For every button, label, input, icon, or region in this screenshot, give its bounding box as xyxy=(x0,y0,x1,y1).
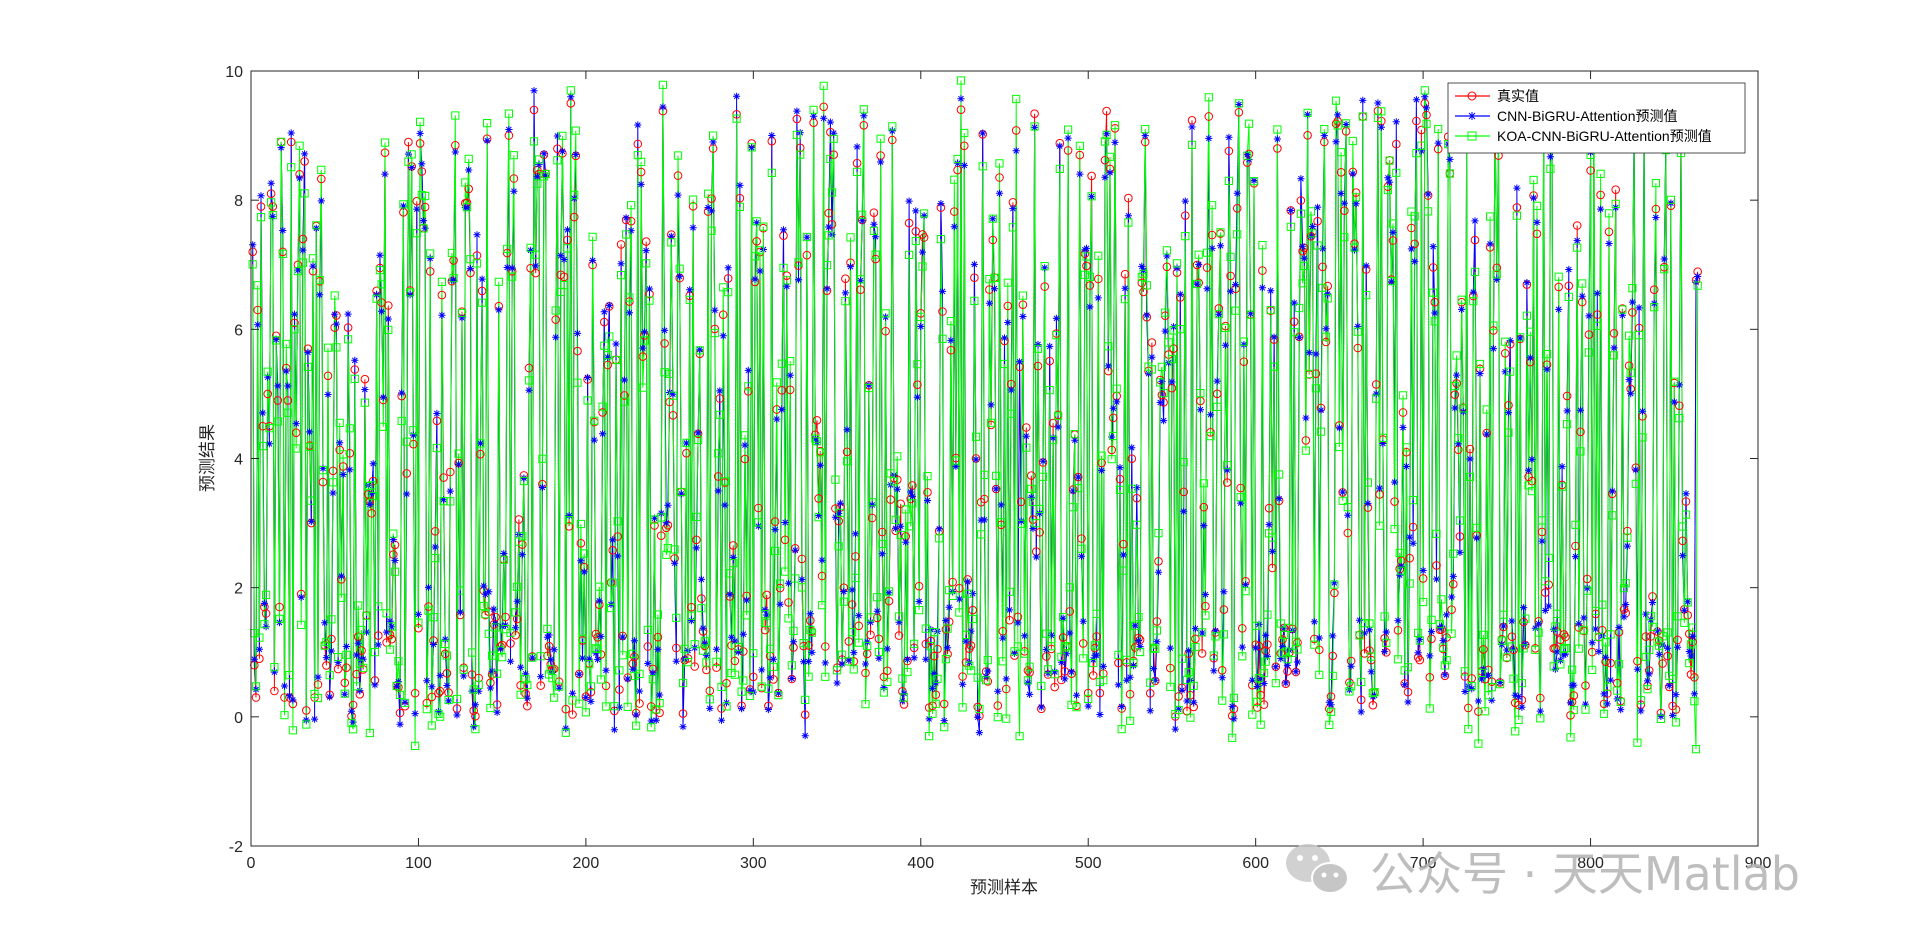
legend-item-2: KOA-CNN-BiGRU-Attention预测值 xyxy=(1455,128,1712,144)
legend-item-1: CNN-BiGRU-Attention预测值 xyxy=(1455,108,1677,124)
plot-markers xyxy=(248,76,1703,754)
axis-ticks xyxy=(250,70,1759,847)
y-tick-label: 2 xyxy=(234,581,243,598)
wechat-icon xyxy=(1286,844,1349,894)
legend-item-0: 真实值 xyxy=(1455,88,1539,104)
series-markers-2 xyxy=(248,76,1702,754)
legend-box xyxy=(1447,82,1746,154)
y-tick-label: 4 xyxy=(234,452,243,469)
x-tick-label: 100 xyxy=(405,855,432,872)
x-axis-label: 预测样本 xyxy=(970,878,1038,898)
x-tick-label: 300 xyxy=(740,855,767,872)
legend-square-marker xyxy=(1467,131,1477,141)
x-tick-label: 500 xyxy=(1075,855,1102,872)
x-tick-label: 200 xyxy=(573,855,600,872)
y-tick-label: 10 xyxy=(225,64,243,81)
y-axis-label: 预测结果 xyxy=(198,424,218,492)
x-tick-label: 800 xyxy=(1577,855,1604,872)
watermark-text: 公众号 · 天天Matlab xyxy=(1370,847,1800,901)
legend-asterisk-marker xyxy=(1468,112,1476,120)
y-tick-labels: -2 0 2 4 6 8 10 xyxy=(225,64,243,856)
legend-label: CNN-BiGRU-Attention预测值 xyxy=(1497,108,1677,124)
watermark: 公众号 · 天天Matlab xyxy=(1286,844,1800,901)
x-tick-label: 400 xyxy=(907,855,934,872)
y-tick-label: 6 xyxy=(234,322,243,339)
x-tick-labels: 0 100 200 300 400 500 600 700 800 900 xyxy=(247,855,1772,872)
x-tick-label: 0 xyxy=(247,855,256,872)
y-tick-label: 0 xyxy=(234,710,243,727)
series-line-2 xyxy=(252,80,1699,750)
plot-lines xyxy=(252,80,1699,750)
x-tick-label: 700 xyxy=(1410,855,1437,872)
x-tick-label: 600 xyxy=(1242,855,1269,872)
x-tick-label: 900 xyxy=(1745,855,1772,872)
y-tick-label: -2 xyxy=(229,839,243,856)
legend: 真实值 CNN-BiGRU-Attention预测值 KOA-CNN-BiGRU-A… xyxy=(1447,82,1746,154)
y-tick-label: 8 xyxy=(234,193,243,210)
legend-circle-marker xyxy=(1467,91,1477,101)
legend-label: 真实值 xyxy=(1497,88,1539,104)
legend-label: KOA-CNN-BiGRU-Attention预测值 xyxy=(1497,128,1712,144)
